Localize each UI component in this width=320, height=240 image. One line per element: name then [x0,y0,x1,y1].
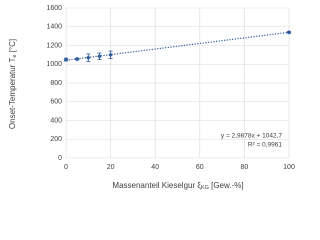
x-tick-label: 100 [283,164,295,171]
trend-equation: y = 2,9878x + 1042,7 [221,133,282,140]
y-tick-label: 0 [58,155,62,162]
x-label-main: Massenanteil Kieselgur ξ [112,181,201,190]
x-tick-label: 0 [64,164,68,171]
y-tick-label: 1600 [46,5,62,12]
y-axis-label: Onset-Temperatur Te [°C] [8,39,18,129]
y-tick-label: 1400 [46,24,62,31]
trendline [65,31,290,61]
y-tick-label: 600 [50,99,62,106]
point [108,52,113,58]
y-label-sub: e [12,55,18,58]
point [86,55,91,60]
x-tick-label: 80 [241,164,249,171]
y-tick-label: 200 [50,136,62,143]
x-tick-label: 60 [196,164,204,171]
point [97,53,102,59]
y-tick-label: 800 [50,80,62,87]
x-label-sub: KG [201,185,209,191]
point [63,57,69,62]
chart: Massenanteil Kieselgur ξKG [Gew.-%] Onse… [8,5,295,192]
y-tick-label: 1200 [46,42,62,49]
y-label-end: [°C] [8,39,17,55]
point [286,30,292,35]
x-axis-label: Massenanteil Kieselgur ξKG [Gew.-%] [112,181,243,191]
y-tick-label: 1000 [46,61,62,68]
y-label-main: Onset-Temperatur T [8,58,17,130]
x-tick-label: 20 [107,164,115,171]
x-tick-label: 40 [151,164,159,171]
trend-r2: R² = 0,9961 [248,142,283,149]
point [74,56,80,62]
x-label-end: [Gew.-%] [209,181,244,190]
y-tick-label: 400 [50,117,62,124]
